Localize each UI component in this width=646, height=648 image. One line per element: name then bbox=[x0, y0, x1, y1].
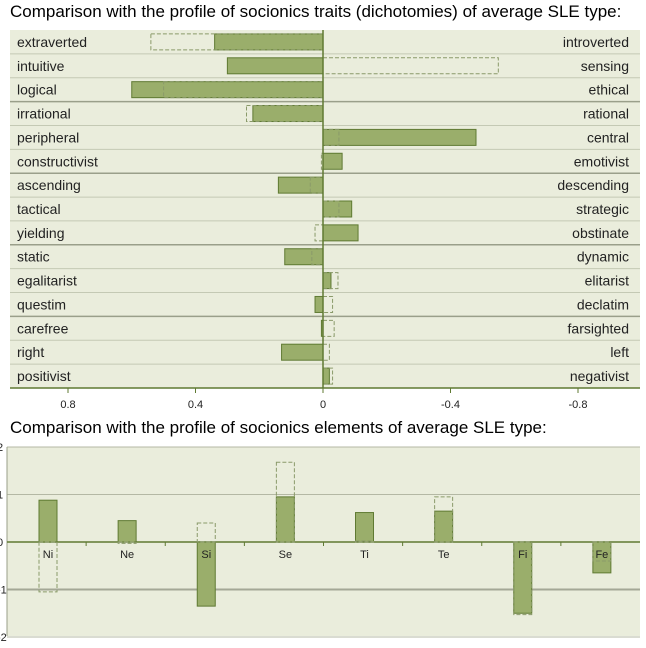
y-tick-label: -2 bbox=[0, 632, 7, 644]
element-label: Fe bbox=[595, 549, 608, 561]
trait-right-label: obstinate bbox=[572, 225, 629, 241]
trait-left-label: constructivist bbox=[17, 153, 98, 169]
y-tick-label: 1 bbox=[0, 490, 3, 502]
trait-bar bbox=[284, 248, 324, 266]
trait-left-label: peripheral bbox=[17, 129, 79, 145]
element-reference-bar bbox=[196, 522, 216, 543]
trait-right-label: rational bbox=[583, 106, 629, 122]
trait-left-label: tactical bbox=[17, 201, 61, 217]
trait-left-label: irrational bbox=[17, 106, 71, 122]
element-label: Si bbox=[201, 549, 211, 561]
trait-left-label: questim bbox=[17, 296, 66, 312]
trait-left-label: extraverted bbox=[17, 34, 87, 50]
trait-right-label: descending bbox=[557, 177, 629, 193]
trait-right-label: dynamic bbox=[577, 249, 629, 265]
trait-bar bbox=[322, 152, 343, 170]
trait-right-label: ethical bbox=[589, 82, 629, 98]
trait-right-label: central bbox=[587, 129, 629, 145]
element-reference-bar bbox=[513, 541, 533, 616]
trait-reference-bar bbox=[322, 272, 339, 290]
element-label: Ti bbox=[360, 549, 369, 561]
element-label: Ne bbox=[120, 549, 134, 561]
element-label: Fi bbox=[518, 549, 527, 561]
trait-left-label: egalitarist bbox=[17, 273, 77, 289]
trait-right-label: negativist bbox=[570, 368, 629, 384]
x-tick-label: -0.4 bbox=[441, 399, 460, 411]
element-bar bbox=[434, 510, 454, 543]
trait-left-label: ascending bbox=[17, 177, 81, 193]
trait-left-label: carefree bbox=[17, 320, 69, 336]
element-label: Ni bbox=[43, 549, 53, 561]
trait-right-label: sensing bbox=[581, 58, 629, 74]
trait-left-label: static bbox=[17, 249, 50, 265]
x-tick-label: -0.8 bbox=[569, 399, 588, 411]
element-bar bbox=[38, 499, 58, 543]
element-bar bbox=[275, 496, 295, 543]
traits-chart-title: Comparison with the profile of socionics… bbox=[10, 2, 622, 21]
elements-chart-title: Comparison with the profile of socionics… bbox=[10, 418, 547, 437]
element-bar bbox=[117, 520, 137, 543]
trait-bar bbox=[314, 295, 324, 313]
trait-right-label: left bbox=[610, 344, 629, 360]
trait-bar bbox=[322, 224, 359, 242]
trait-right-label: strategic bbox=[576, 201, 629, 217]
trait-bar bbox=[322, 272, 332, 290]
y-tick-label: -1 bbox=[0, 585, 7, 597]
trait-bar bbox=[322, 128, 477, 146]
element-reference-bar bbox=[117, 541, 137, 544]
x-tick-label: 0.8 bbox=[60, 399, 75, 411]
trait-bar bbox=[131, 81, 324, 99]
element-label: Te bbox=[438, 549, 450, 561]
element-reference-bar bbox=[38, 541, 58, 593]
trait-left-label: yielding bbox=[17, 225, 64, 241]
y-tick-label: 2 bbox=[0, 442, 3, 454]
trait-bar bbox=[281, 343, 324, 361]
trait-reference-bar bbox=[163, 81, 324, 99]
x-tick-label: 0 bbox=[320, 399, 326, 411]
trait-bar bbox=[277, 176, 324, 194]
element-reference-bar bbox=[434, 496, 454, 543]
trait-bar bbox=[322, 200, 353, 218]
trait-bar bbox=[226, 57, 324, 75]
trait-left-label: positivist bbox=[17, 368, 71, 384]
y-tick-label: 0 bbox=[0, 537, 3, 549]
trait-left-label: intuitive bbox=[17, 58, 65, 74]
element-reference-bar bbox=[275, 461, 295, 543]
trait-right-label: emotivist bbox=[574, 153, 629, 169]
trait-left-label: logical bbox=[17, 82, 57, 98]
trait-bar bbox=[214, 33, 324, 51]
trait-left-label: right bbox=[17, 344, 44, 360]
element-reference-bar bbox=[355, 540, 374, 543]
trait-right-label: declatim bbox=[577, 296, 629, 312]
element-bar bbox=[355, 512, 374, 543]
trait-bar bbox=[322, 367, 330, 385]
trait-reference-bar bbox=[322, 319, 335, 337]
x-tick-label: 0.4 bbox=[188, 399, 203, 411]
element-reference-bar bbox=[592, 541, 612, 562]
trait-right-label: farsighted bbox=[568, 320, 629, 336]
trait-bar bbox=[252, 105, 324, 123]
trait-right-label: elitarist bbox=[585, 273, 629, 289]
trait-right-label: introverted bbox=[563, 34, 629, 50]
element-label: Se bbox=[279, 549, 292, 561]
